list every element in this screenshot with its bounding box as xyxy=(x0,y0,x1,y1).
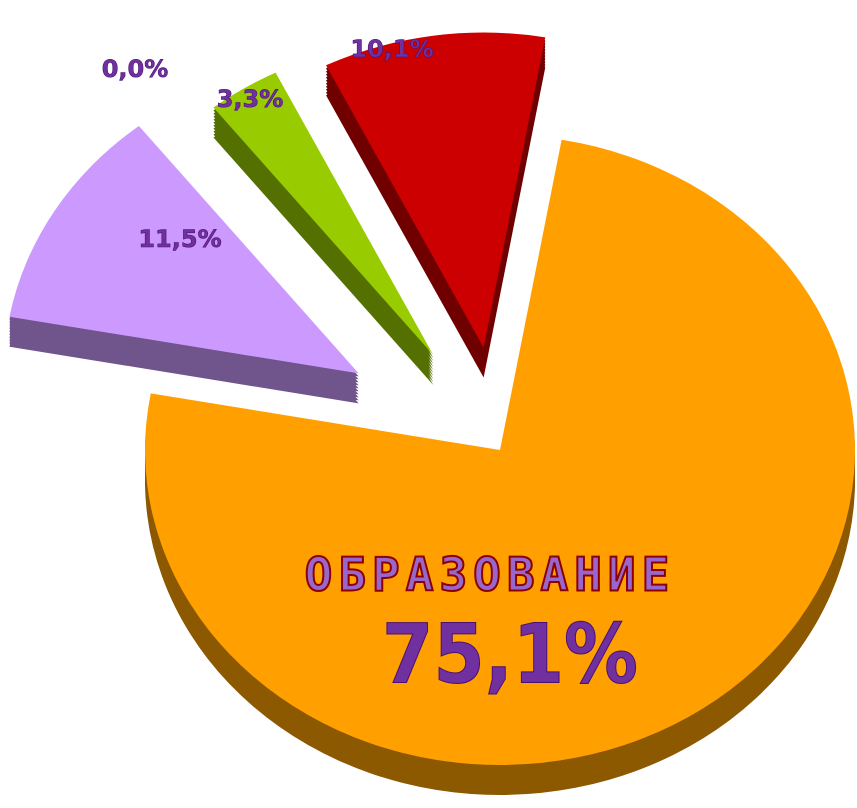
slice-side xyxy=(202,129,423,377)
slice-value-label: 75,1% xyxy=(382,607,638,702)
slice-side xyxy=(202,132,423,380)
slice-value-label: 0,0% xyxy=(102,55,169,83)
slice-side xyxy=(202,144,423,392)
slice xyxy=(213,72,434,355)
slice xyxy=(9,125,359,374)
slice xyxy=(144,139,856,766)
slice-side xyxy=(202,126,423,374)
slice-value-label: 3,3% xyxy=(217,85,284,113)
slice-side xyxy=(202,138,423,386)
slice-side xyxy=(202,135,423,383)
slice xyxy=(326,32,546,348)
slice-value-label: 10,1% xyxy=(350,35,433,63)
slice-value-label: 11,5% xyxy=(138,225,221,253)
slice-side xyxy=(202,141,423,389)
slice-category-label: ОБРАЗОВАНИЕ xyxy=(305,548,676,602)
